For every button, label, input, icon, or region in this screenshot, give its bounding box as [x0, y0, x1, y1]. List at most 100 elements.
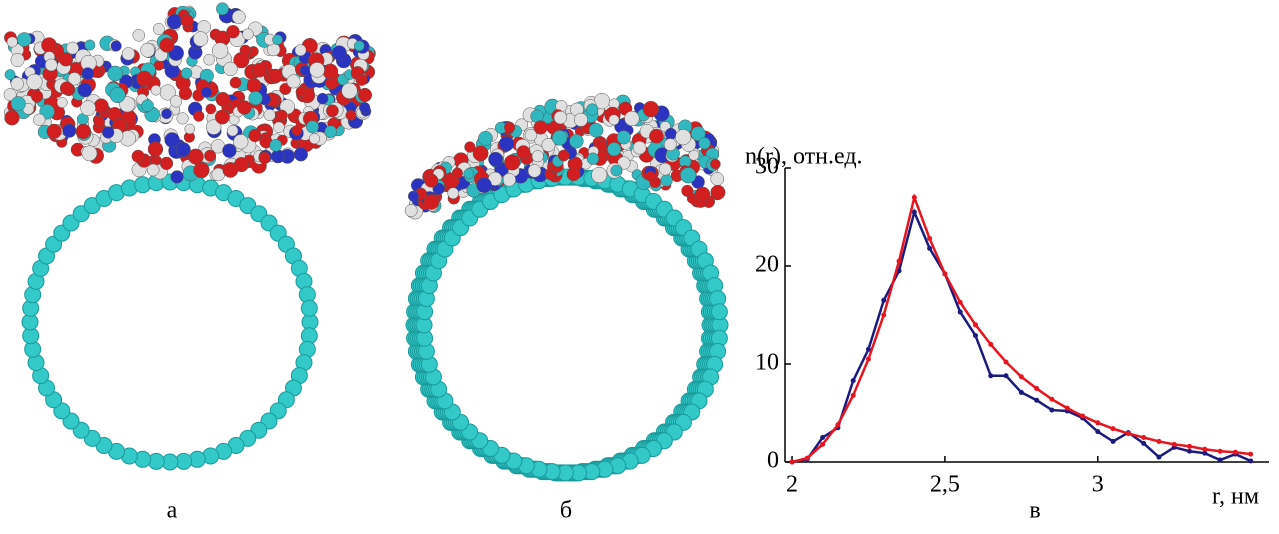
atom [498, 136, 515, 152]
atom [248, 91, 263, 106]
atom [527, 164, 542, 178]
atom [341, 82, 358, 99]
atom [110, 40, 122, 52]
atom [205, 103, 217, 115]
data-point [1187, 448, 1193, 454]
data-point [820, 435, 826, 440]
atom [164, 132, 180, 148]
data-point [1248, 451, 1254, 457]
atom [586, 103, 599, 116]
atom [269, 139, 282, 152]
atom [423, 193, 440, 210]
atom [573, 112, 588, 127]
data-point [1156, 454, 1162, 460]
atom [309, 133, 321, 145]
atom [211, 42, 229, 59]
data-point [850, 378, 856, 384]
atom [226, 25, 240, 39]
data-point [957, 299, 963, 305]
atom [41, 37, 57, 53]
atom [222, 143, 237, 158]
atom [58, 52, 73, 67]
atom [642, 100, 660, 118]
data-point [1079, 413, 1085, 419]
atom [237, 100, 252, 115]
atom [660, 174, 673, 187]
atom [146, 163, 160, 177]
atom [216, 2, 229, 16]
atom [180, 67, 193, 79]
atom [286, 74, 301, 89]
panel-label: в [1029, 498, 1040, 524]
atom [131, 149, 145, 163]
atom [566, 167, 581, 182]
atom [59, 81, 74, 96]
atom [193, 110, 205, 122]
x-tick-label: 2,5 [930, 472, 960, 498]
atom [169, 95, 183, 108]
atom [472, 145, 489, 162]
atom [4, 110, 20, 126]
atom [152, 23, 165, 35]
atom [353, 40, 365, 52]
atom [231, 10, 246, 24]
atom [322, 63, 339, 80]
atom [690, 126, 706, 142]
atom [239, 44, 252, 57]
atom [175, 142, 191, 158]
x-tick-label: 3 [1092, 472, 1104, 498]
atom [93, 116, 106, 128]
atom [109, 86, 126, 104]
data-point [1003, 359, 1009, 365]
y-axis-label: n(r), отн.ед. [745, 144, 863, 170]
data-point [804, 455, 810, 461]
data-point [1125, 431, 1131, 437]
atom [698, 137, 711, 150]
data-point [820, 441, 826, 447]
atom [44, 58, 58, 72]
atom [26, 73, 43, 90]
atom [252, 62, 267, 78]
data-point [1018, 389, 1024, 395]
data-point [1003, 373, 1009, 379]
data-point [1156, 438, 1162, 444]
data-point [1202, 450, 1208, 456]
atom [645, 170, 656, 182]
atom [451, 167, 463, 179]
atom [309, 62, 325, 78]
atom [331, 45, 347, 61]
atom [3, 88, 17, 102]
data-point [927, 236, 933, 242]
atom [166, 14, 183, 30]
atom [180, 14, 194, 28]
atom [306, 120, 319, 134]
atom [551, 130, 568, 146]
atom [316, 92, 329, 105]
atom [62, 123, 77, 138]
series-line [791, 193, 1251, 464]
atom [476, 177, 492, 194]
atom [299, 65, 311, 76]
atom [263, 109, 276, 122]
atom [56, 97, 68, 109]
data-point [881, 297, 887, 303]
data-point [972, 333, 978, 339]
atom [31, 90, 44, 103]
atom [533, 120, 548, 135]
atom [258, 151, 271, 164]
atom [233, 134, 249, 150]
atom [616, 130, 631, 145]
data-point [1217, 457, 1223, 463]
atom [93, 98, 109, 114]
atom [214, 109, 230, 125]
atom [140, 42, 156, 58]
data-point [1034, 386, 1040, 391]
atom [77, 82, 93, 98]
data-point [911, 194, 917, 200]
data-point [1110, 438, 1116, 444]
atom [607, 142, 622, 157]
atom [279, 82, 292, 95]
atom [66, 41, 79, 55]
atom [464, 141, 476, 153]
data-point [1018, 374, 1024, 380]
